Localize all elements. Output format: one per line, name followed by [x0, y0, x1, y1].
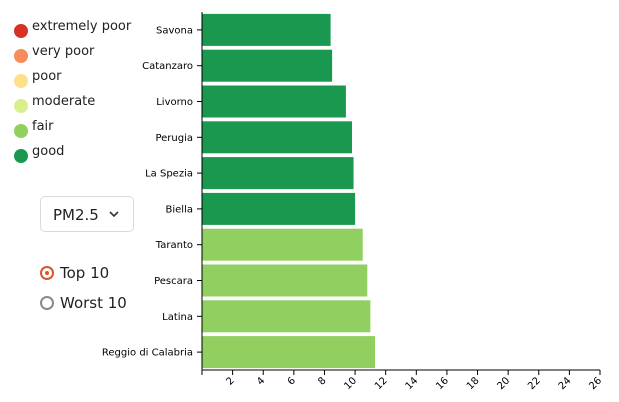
legend-label: poor — [32, 69, 62, 84]
x-tick-label: 2 — [224, 375, 236, 387]
bar — [202, 85, 346, 118]
bar — [202, 264, 368, 297]
legend-label: good — [32, 144, 65, 159]
x-tick-label: 12 — [373, 375, 390, 392]
bar — [202, 157, 354, 190]
bar — [202, 192, 356, 225]
y-tick-label: Livorno — [156, 97, 193, 108]
radio-selected-icon — [40, 266, 54, 280]
legend-label: extremely poor — [32, 19, 132, 34]
bar — [202, 49, 333, 82]
y-tick-label: Perugia — [155, 133, 193, 144]
x-tick-label: 26 — [587, 375, 604, 392]
legend-dot-icon — [14, 99, 28, 113]
legend-dot-icon — [14, 74, 28, 88]
legend-label: moderate — [32, 94, 96, 109]
bar — [202, 121, 353, 154]
pollutant-select-value: PM2.5 — [53, 206, 99, 224]
y-tick-label: Latina — [162, 312, 193, 323]
x-tick-label: 22 — [526, 375, 543, 392]
x-tick-label: 20 — [495, 375, 512, 392]
y-tick-label: Taranto — [155, 240, 193, 251]
x-tick-label: 4 — [255, 375, 267, 387]
y-tick-label: Pescara — [154, 276, 193, 287]
radio-worst-10-label: Worst 10 — [60, 294, 127, 312]
y-tick-label: Reggio di Calabria — [102, 348, 193, 359]
radio-top-10-label: Top 10 — [60, 264, 110, 282]
x-tick-label: 16 — [434, 375, 451, 392]
x-tick-label: 18 — [465, 375, 482, 392]
bar — [202, 300, 371, 333]
x-tick-label: 6 — [286, 375, 298, 387]
legend-dot-icon — [14, 124, 28, 138]
y-tick-label: Biella — [166, 204, 193, 215]
bar — [202, 336, 375, 369]
y-tick-label: La Spezia — [145, 169, 193, 180]
x-tick-label: 8 — [316, 375, 328, 387]
x-tick-label: 24 — [557, 375, 574, 392]
x-tick-label: 14 — [404, 375, 421, 392]
radio-unselected-icon — [40, 296, 54, 310]
legend-dot-icon — [14, 24, 28, 38]
legend-dot-icon — [14, 49, 28, 63]
y-tick-label: Savona — [156, 25, 193, 36]
legend-label: very poor — [32, 44, 95, 59]
chevron-down-icon — [109, 211, 119, 218]
legend-dot-icon — [14, 149, 28, 163]
y-tick-label: Catanzaro — [142, 61, 193, 72]
pollutant-select[interactable]: PM2.5 — [40, 196, 134, 232]
x-tick-label: 10 — [342, 375, 359, 392]
bar — [202, 228, 363, 261]
legend-label: fair — [32, 119, 54, 134]
bar — [202, 13, 331, 46]
